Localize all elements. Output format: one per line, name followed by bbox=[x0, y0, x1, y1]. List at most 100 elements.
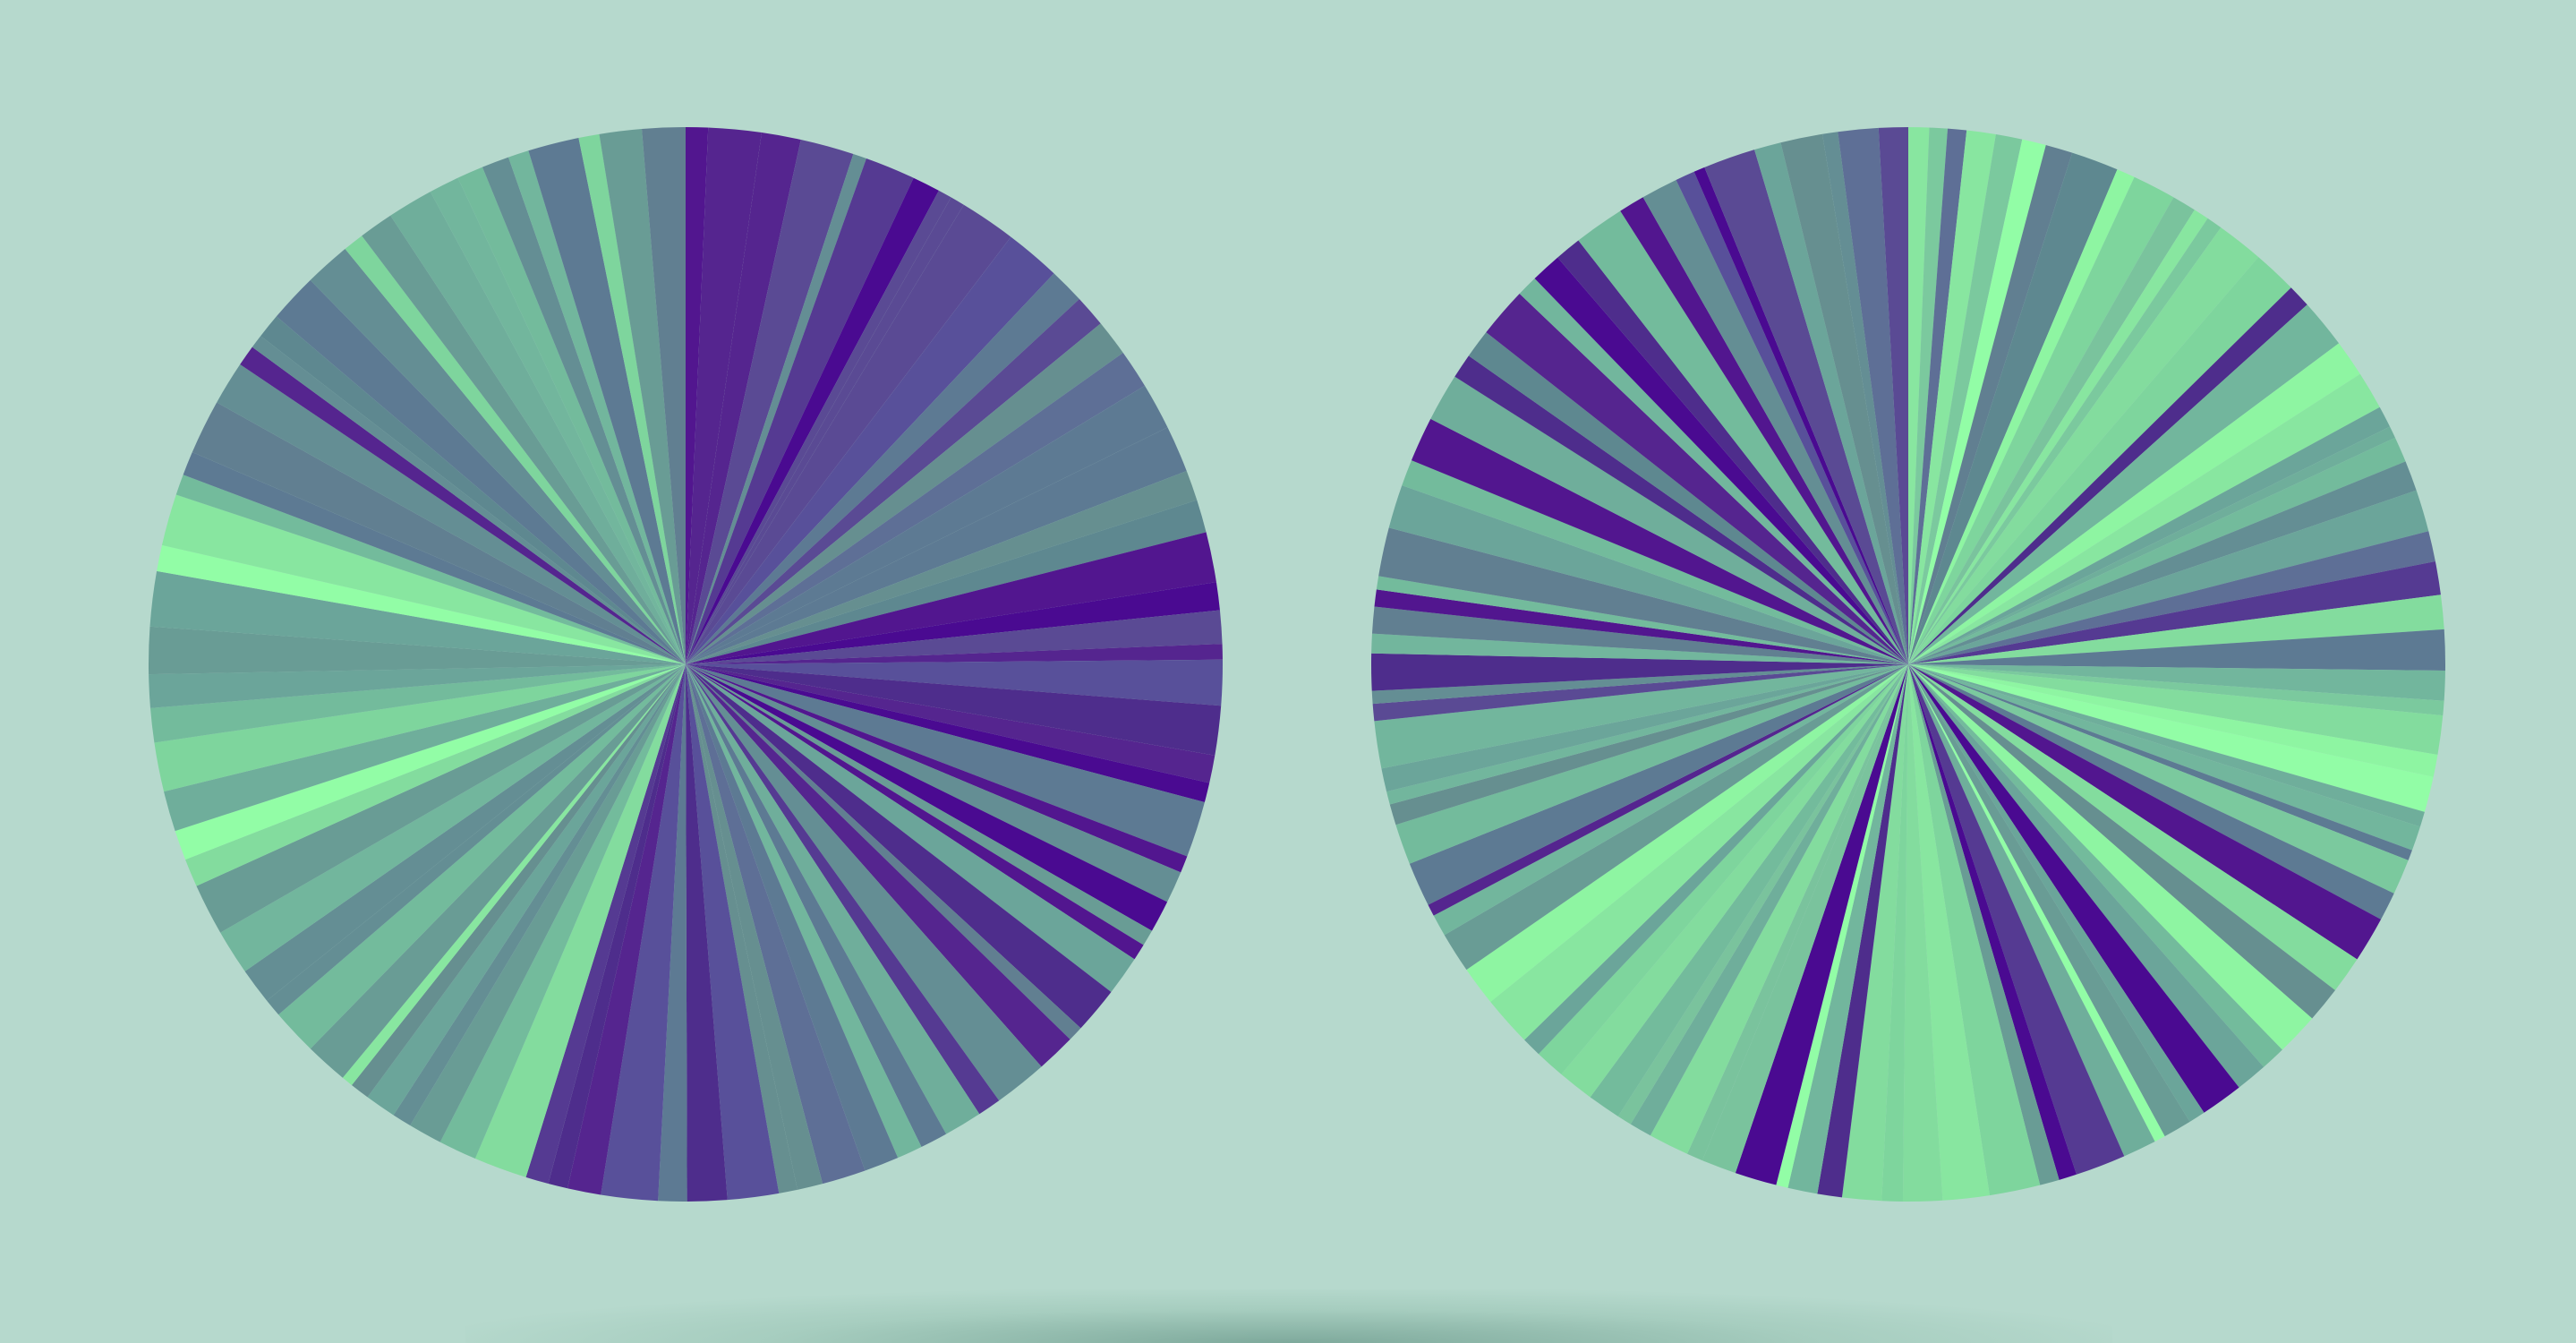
wheel-slice bbox=[1838, 127, 1908, 665]
wheel-slice bbox=[686, 664, 1188, 873]
wheel-slice bbox=[1787, 664, 1908, 1194]
wheel-slice bbox=[1735, 664, 1908, 1185]
wheel-slice bbox=[1908, 490, 2429, 664]
wheel-slice bbox=[1468, 332, 1908, 664]
wheel-slice bbox=[686, 664, 780, 1201]
wheel-slice bbox=[175, 475, 687, 664]
wheel-slice bbox=[1908, 139, 2046, 664]
wheel-slice bbox=[686, 158, 914, 664]
wheel-slice bbox=[1395, 664, 1908, 864]
wheel-slice bbox=[1388, 485, 1908, 664]
wheel-slice bbox=[148, 626, 686, 675]
wheel-slice bbox=[1386, 664, 1908, 805]
wheel-slice bbox=[276, 279, 686, 664]
wheel-slice bbox=[686, 323, 1123, 664]
wheel-slice bbox=[1908, 134, 2023, 665]
wheel-slice bbox=[686, 610, 1223, 664]
wheel-slice bbox=[1490, 664, 1908, 1040]
wheel-slice bbox=[310, 249, 686, 664]
wheel-slice bbox=[548, 664, 686, 1189]
wheel-slice bbox=[351, 664, 686, 1098]
wheel-slice bbox=[185, 664, 687, 886]
wheel-slice bbox=[217, 364, 686, 664]
wheel-slice bbox=[1908, 664, 1990, 1201]
wheel-slice bbox=[192, 402, 687, 664]
left-color-wheel[interactable] bbox=[148, 127, 1224, 1202]
wheel-slice bbox=[244, 664, 686, 1001]
wheel-slice bbox=[1908, 561, 2441, 664]
wheel-slice bbox=[1454, 355, 1908, 664]
wheel-slice bbox=[578, 133, 686, 664]
wheel-slice bbox=[1371, 633, 1908, 664]
wheel-slice bbox=[1908, 664, 2425, 827]
wheel-slice bbox=[508, 150, 686, 664]
wheel-slice bbox=[1433, 664, 1908, 936]
wheel-slice bbox=[686, 204, 1011, 664]
wheel-slice bbox=[1908, 664, 2335, 1019]
wheel-slice bbox=[1702, 664, 1908, 1174]
wheel-slice bbox=[686, 352, 1145, 664]
wheel-slice bbox=[1704, 150, 1908, 664]
wheel-slice bbox=[686, 127, 762, 664]
wheel-slice bbox=[1372, 664, 1908, 722]
wheel-slice bbox=[686, 154, 866, 664]
wheel-slice bbox=[1908, 664, 2165, 1142]
wheel-slice bbox=[1908, 664, 2190, 1137]
wheel-slice bbox=[1908, 127, 1930, 664]
wheel-slice bbox=[482, 157, 686, 665]
wheel-slice bbox=[240, 346, 686, 664]
right-color-wheel[interactable] bbox=[1370, 127, 2446, 1202]
wheel-slice bbox=[686, 664, 1215, 783]
wheel-slice bbox=[686, 664, 1042, 1101]
wheel-slice bbox=[1389, 664, 1908, 825]
wheel-slice bbox=[474, 664, 686, 1177]
wheel-slice bbox=[1908, 664, 2409, 894]
wheel-slice bbox=[1908, 304, 2340, 664]
wheel-slice bbox=[1908, 145, 2073, 665]
wheel-slice bbox=[1908, 664, 2041, 1196]
wheel-slice bbox=[154, 664, 686, 792]
wheel-slice bbox=[599, 129, 686, 664]
wheel-slice bbox=[686, 177, 939, 665]
wheel-slice bbox=[1908, 664, 2060, 1185]
wheel-slice bbox=[1908, 406, 2391, 664]
wheel-slice bbox=[1776, 664, 1908, 1188]
wheel-slice bbox=[1780, 133, 1908, 665]
wheel-slice bbox=[1754, 142, 1908, 664]
wheel-slice bbox=[1908, 664, 2382, 960]
wheel-slice bbox=[686, 427, 1187, 664]
wheel-slice bbox=[1370, 653, 1908, 691]
wheel-slice bbox=[1908, 664, 2205, 1122]
wheel-slice bbox=[1908, 595, 2444, 664]
wheel-slice bbox=[1676, 171, 1908, 665]
wheel-slice bbox=[1578, 210, 1908, 664]
wheel-slice bbox=[658, 664, 687, 1202]
wheel-slice bbox=[1908, 128, 1967, 664]
wheel-slice bbox=[1908, 664, 2412, 860]
wheel-slice bbox=[1908, 169, 2135, 665]
wheel-slice bbox=[1908, 664, 2358, 991]
wheel-slice bbox=[1908, 664, 2282, 1067]
wheel-slice bbox=[686, 664, 866, 1185]
wheel-slice bbox=[686, 133, 801, 665]
wheel-slice bbox=[149, 570, 687, 664]
wheel-slice bbox=[686, 664, 1205, 857]
wheel-slice bbox=[278, 664, 686, 1049]
wheel-slice bbox=[686, 664, 1210, 803]
wheel-slice bbox=[686, 664, 1112, 1029]
wheel-slice bbox=[686, 236, 1054, 664]
wheel-slice bbox=[1538, 664, 1908, 1074]
wheel-slice bbox=[1908, 664, 2394, 920]
wheel-slice bbox=[1908, 127, 1949, 664]
wheel-slice bbox=[1411, 418, 1908, 664]
wheel-slice bbox=[1630, 664, 1908, 1136]
wheel-slice bbox=[1822, 132, 1908, 664]
wheel-slice bbox=[1686, 664, 1908, 1161]
wheel-slice bbox=[1519, 278, 1908, 664]
wheel-slice bbox=[220, 664, 687, 971]
wheel-slice bbox=[686, 664, 947, 1148]
wheel-slice bbox=[1444, 664, 1908, 971]
wheel-slice bbox=[1908, 461, 2417, 664]
wheel-slice bbox=[686, 664, 1081, 1039]
wheel-slice bbox=[686, 664, 1070, 1067]
